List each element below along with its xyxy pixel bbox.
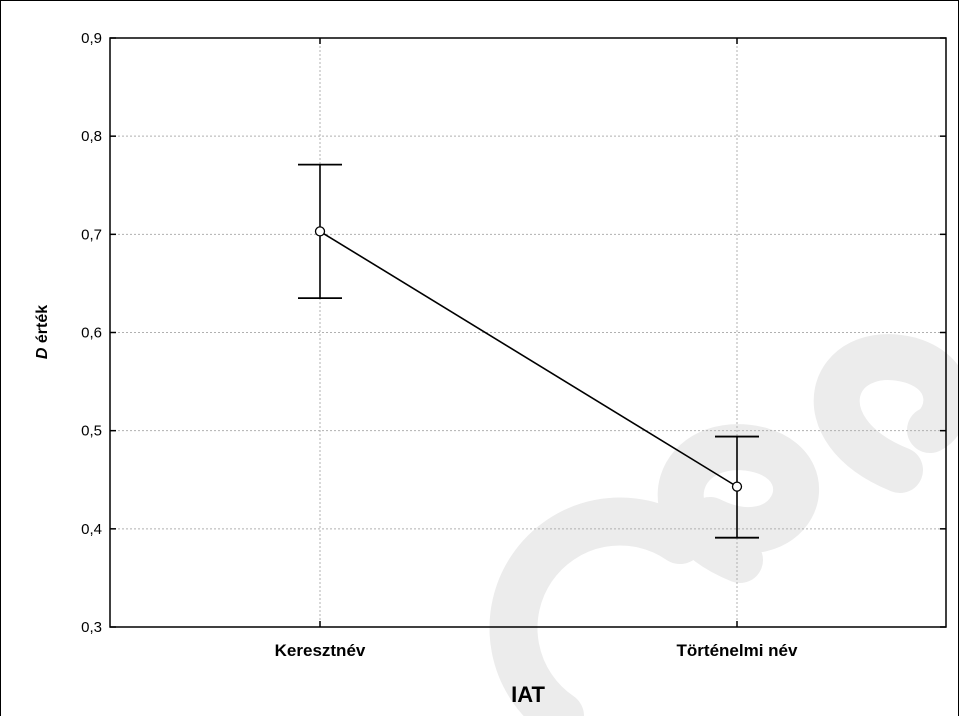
y-tick-label: 0,7 [81,226,102,243]
x-axis: Keresztnév Történelmi név [275,38,798,660]
x-axis-title: IAT [511,682,545,707]
y-tick-label: 0,5 [81,423,102,440]
y-tick-label: 0,9 [81,30,102,47]
series-line [319,230,738,488]
x-tick-label: Történelmi név [677,641,798,660]
data-point [314,226,326,237]
watermark [489,334,959,721]
x-tick-label: Keresztnév [275,641,366,660]
grid [110,38,946,627]
y-axis-title-italic: D [34,347,51,359]
data-point [731,481,743,492]
y-axis-title-rest: érték [34,305,51,348]
y-axis: 0,3 0,4 0,5 0,6 0,7 0,8 0,9 [81,30,946,636]
y-tick-label: 0,3 [81,619,102,636]
y-tick-label: 0,8 [81,128,102,145]
y-tick-label: 0,6 [81,325,102,342]
y-tick-label: 0,4 [81,521,102,538]
data-series [298,163,759,539]
y-axis-title: D érték [34,305,51,359]
